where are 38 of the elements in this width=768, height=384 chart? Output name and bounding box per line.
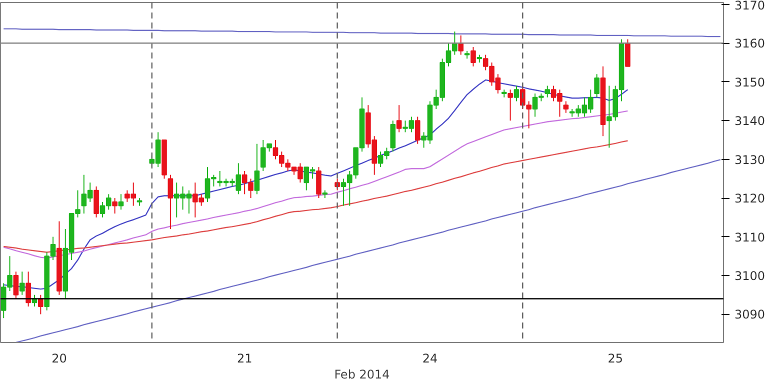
candlestick xyxy=(470,46,476,67)
line-series xyxy=(2,110,628,259)
x-tick-label: 24 xyxy=(422,352,438,366)
candlestick xyxy=(19,271,25,296)
y-tick-label: 3130 xyxy=(734,152,766,167)
candlestick xyxy=(13,271,19,300)
candlestick xyxy=(118,194,124,210)
candlestick xyxy=(316,166,322,199)
candlestick xyxy=(390,120,396,152)
x-tick-label: 25 xyxy=(608,352,624,366)
line-series xyxy=(2,28,722,38)
y-tick-label: 3150 xyxy=(734,75,766,90)
x-tick-label: 20 xyxy=(52,352,67,366)
x-tick-label: 21 xyxy=(236,352,252,366)
candlestick xyxy=(254,143,260,195)
candlestick xyxy=(94,186,99,218)
y-tick-label: 3090 xyxy=(734,308,766,322)
candlestick xyxy=(458,34,464,56)
candlestick xyxy=(38,294,44,315)
line-series xyxy=(15,159,722,342)
candlestick xyxy=(414,116,420,144)
y-tick-label: 3110 xyxy=(734,230,766,244)
candlestick xyxy=(625,38,630,67)
candlestick xyxy=(544,85,550,98)
x-axis-title: Feb 2014 xyxy=(334,368,390,382)
candlestick xyxy=(514,85,520,102)
candlestick xyxy=(563,100,569,114)
candlestick xyxy=(26,271,31,307)
y-tick-label: 3160 xyxy=(734,36,766,51)
candlestick xyxy=(508,89,513,122)
y-tick-label: 3170 xyxy=(734,0,766,12)
candlestick xyxy=(594,74,600,98)
y-tick-label: 3120 xyxy=(734,192,766,206)
candlestick xyxy=(396,104,402,133)
y-tick-label: 3100 xyxy=(734,269,766,284)
candlestick xyxy=(112,198,118,214)
candlestick xyxy=(168,174,174,230)
y-tick-label: 3140 xyxy=(734,114,766,128)
